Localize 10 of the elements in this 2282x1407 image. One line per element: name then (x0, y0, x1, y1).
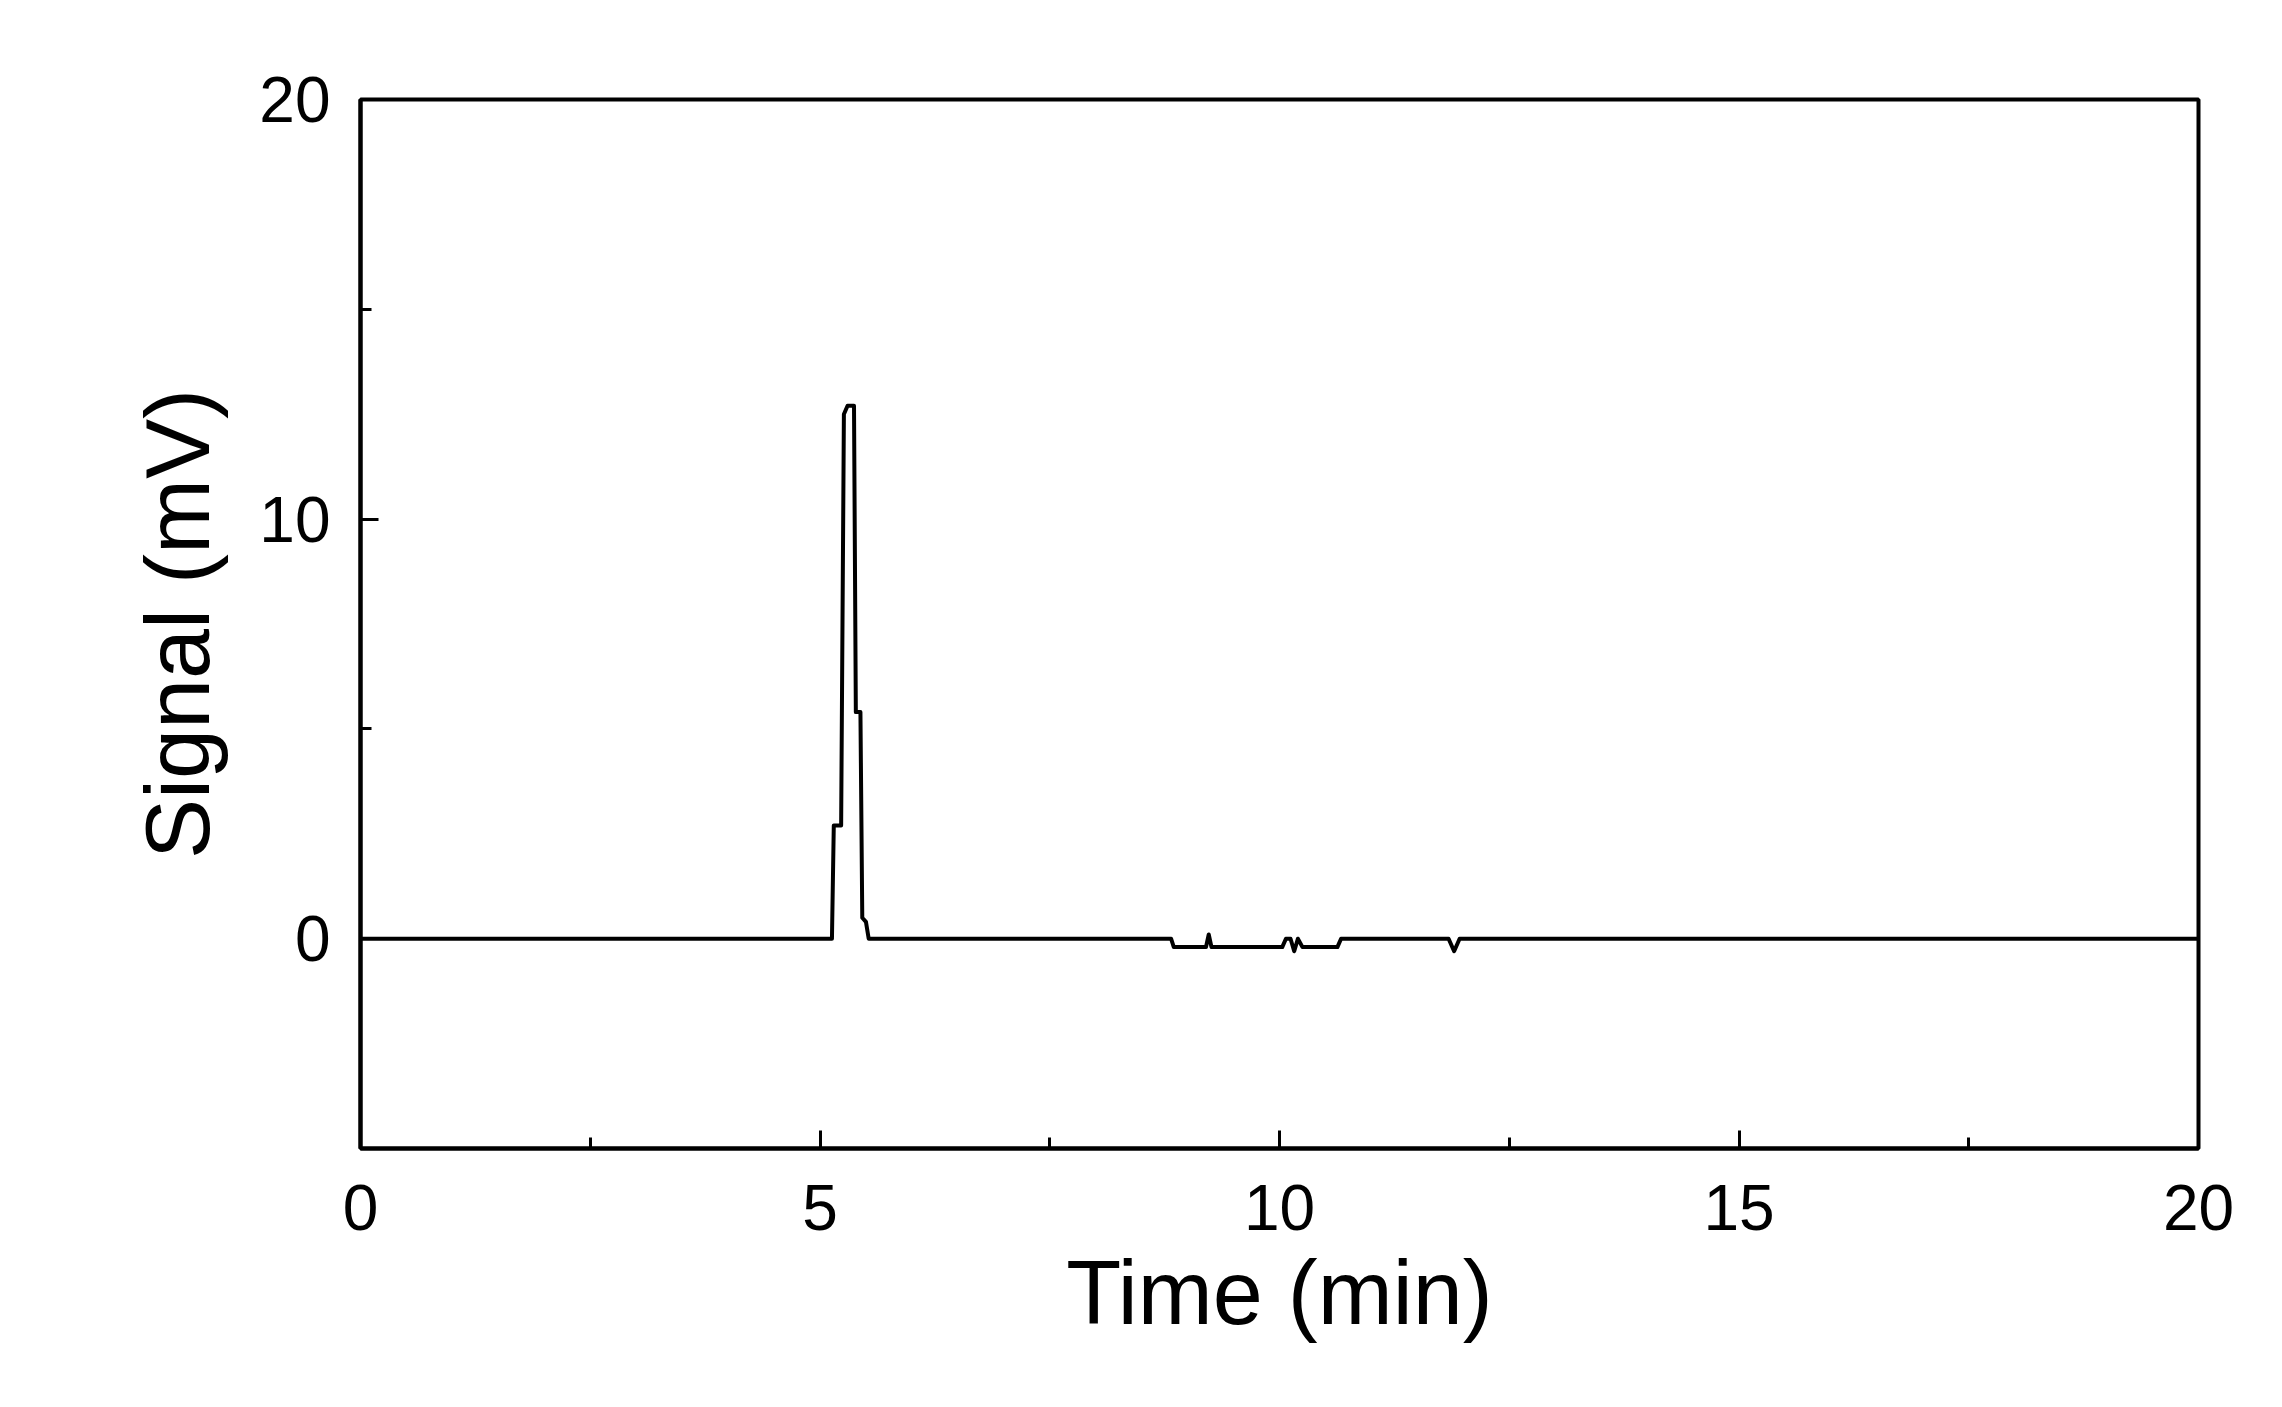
x-tick-label: 15 (1703, 1171, 1775, 1244)
y-tick-label: 10 (259, 483, 331, 556)
x-tick-label: 5 (802, 1171, 838, 1244)
x-tick-label: 20 (2162, 1171, 2235, 1244)
x-axis-title: Time (min) (1066, 1242, 1493, 1343)
y-tick-label: 0 (294, 903, 331, 976)
x-tick-label: 0 (342, 1171, 379, 1244)
x-tick-label: 10 (1243, 1171, 1316, 1244)
y-axis-title: Signal (mV) (128, 388, 229, 860)
y-tick-label: 20 (259, 64, 331, 136)
